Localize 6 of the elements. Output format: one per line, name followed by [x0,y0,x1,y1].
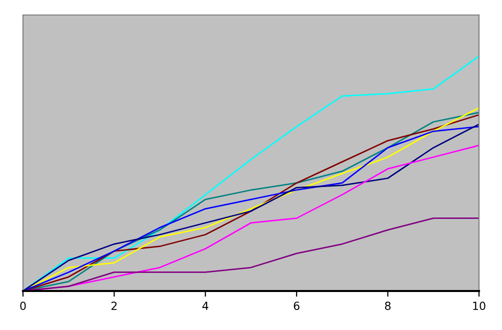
x-tick-label: 0 [20,302,26,310]
x-tick-label: 2 [111,302,117,310]
x-tick-label: 8 [385,302,391,310]
x-tick-label: 6 [294,302,300,310]
x-tick-label: 10 [473,302,486,310]
x-tick-label: 4 [202,302,208,310]
